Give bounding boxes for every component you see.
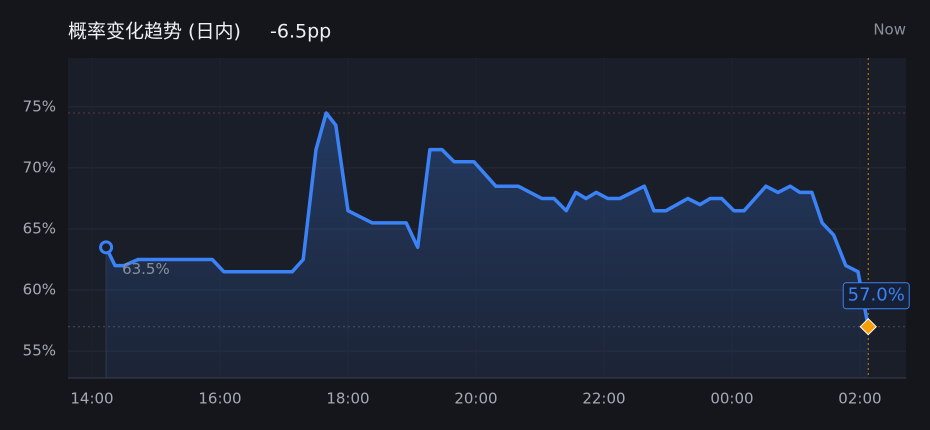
start-marker [99, 240, 114, 255]
x-tick-label: 14:00 [70, 390, 113, 408]
start-value-label: 63.5% [122, 260, 170, 278]
y-tick-label: 60% [23, 281, 56, 299]
x-tick-label: 02:00 [838, 390, 881, 408]
end-label-box [842, 282, 910, 310]
end-value-label: 57.0% [848, 285, 905, 306]
x-tick-label: 00:00 [710, 390, 753, 408]
x-tick-label: 18:00 [326, 390, 369, 408]
x-tick-label: 20:00 [454, 390, 497, 408]
x-tick-label: 22:00 [582, 390, 625, 408]
y-tick-label: 55% [23, 342, 56, 360]
change-label: -6.5pp [270, 21, 331, 43]
y-tick-label: 75% [23, 97, 56, 115]
chart-title: 概率变化趋势 (日内) [68, 21, 241, 43]
y-tick-label: 65% [23, 219, 56, 237]
line [104, 111, 870, 328]
x-tick-label: 16:00 [198, 390, 241, 408]
end-marker [859, 317, 877, 336]
area [106, 113, 869, 378]
now-label: Now [873, 21, 906, 39]
y-tick-label: 70% [23, 158, 56, 176]
